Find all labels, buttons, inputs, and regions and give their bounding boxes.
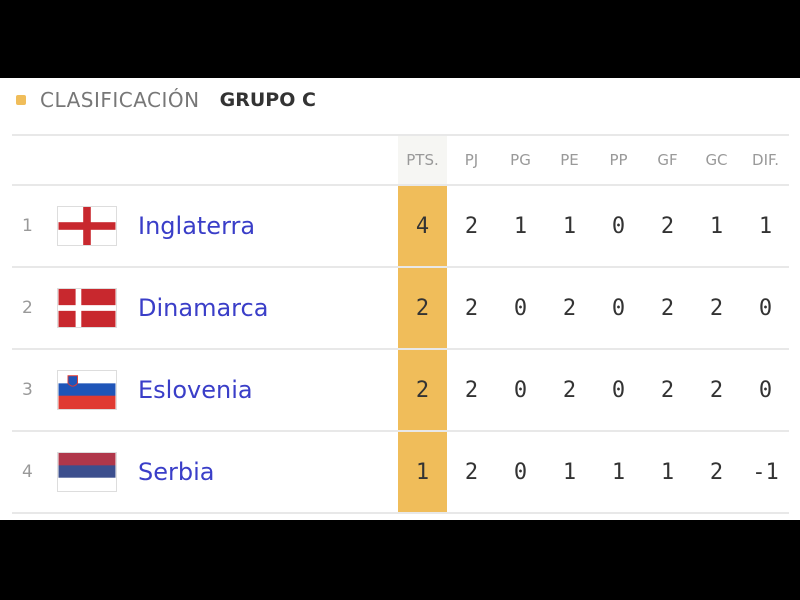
table-row: 1 Inglaterra 4 2 1 1 0 2 1 1 xyxy=(12,184,789,266)
group-label: GRUPO C xyxy=(219,89,316,111)
column-header-dif[interactable]: DIF. xyxy=(752,151,779,169)
column-header-gf[interactable]: GF xyxy=(657,151,678,169)
column-header-pj[interactable]: PJ xyxy=(464,151,479,169)
stat-pts: 2 xyxy=(398,350,447,430)
stat-dif: 1 xyxy=(758,213,773,239)
england-flag-icon xyxy=(57,206,117,246)
stat-gc: 2 xyxy=(709,295,724,321)
team-link[interactable]: Dinamarca xyxy=(138,294,269,322)
position: 2 xyxy=(22,298,33,318)
stat-gf: 2 xyxy=(660,213,675,239)
table-header: PTS. PJ PG PE PP GF GC DIF. xyxy=(12,134,789,184)
table-row: 2 Dinamarca 2 2 0 2 0 2 2 0 xyxy=(12,266,789,348)
stat-gc: 1 xyxy=(709,213,724,239)
stat-pp: 0 xyxy=(611,213,626,239)
stat-pg: 0 xyxy=(513,459,528,485)
title-label: CLASIFICACIÓN xyxy=(40,88,200,112)
stat-pe: 2 xyxy=(562,377,577,403)
stat-pe: 1 xyxy=(562,213,577,239)
stat-gf: 2 xyxy=(660,377,675,403)
stat-pe: 1 xyxy=(562,459,577,485)
stat-pg: 0 xyxy=(513,377,528,403)
stat-pj: 2 xyxy=(464,213,479,239)
stat-dif: -1 xyxy=(752,459,779,485)
standings-table: PTS. PJ PG PE PP GF GC DIF. 1 Inglaterra 4 2 1 1 0 2 1 1… xyxy=(12,134,789,514)
table-row: 4 Serbia 1 2 0 1 1 1 2 -1 xyxy=(12,430,789,514)
position: 3 xyxy=(22,380,33,400)
bullet-icon xyxy=(16,95,26,105)
stat-pg: 0 xyxy=(513,295,528,321)
team-link[interactable]: Serbia xyxy=(138,458,215,486)
stat-dif: 0 xyxy=(758,377,773,403)
stat-gf: 2 xyxy=(660,295,675,321)
team-link[interactable]: Eslovenia xyxy=(138,376,253,404)
slovenia-flag-icon xyxy=(57,370,117,410)
stat-pp: 1 xyxy=(611,459,626,485)
stat-dif: 0 xyxy=(758,295,773,321)
stat-pts: 1 xyxy=(398,432,447,512)
column-header-pg[interactable]: PG xyxy=(510,151,531,169)
stat-pj: 2 xyxy=(464,459,479,485)
table-row: 3 Eslovenia 2 2 0 2 0 2 2 0 xyxy=(12,348,789,430)
stat-pg: 1 xyxy=(513,213,528,239)
stat-gc: 2 xyxy=(709,459,724,485)
column-header-pts[interactable]: PTS. xyxy=(398,136,447,184)
stat-pts: 2 xyxy=(398,268,447,348)
denmark-flag-icon xyxy=(57,288,117,328)
stat-pj: 2 xyxy=(464,295,479,321)
stat-pp: 0 xyxy=(611,377,626,403)
stat-pp: 0 xyxy=(611,295,626,321)
stat-pj: 2 xyxy=(464,377,479,403)
team-link[interactable]: Inglaterra xyxy=(138,212,256,240)
serbia-flag-icon xyxy=(57,452,117,492)
stat-pe: 2 xyxy=(562,295,577,321)
position: 4 xyxy=(22,462,33,482)
stat-gc: 2 xyxy=(709,377,724,403)
column-header-pe[interactable]: PE xyxy=(560,151,579,169)
column-header-gc[interactable]: GC xyxy=(705,151,728,169)
position: 1 xyxy=(22,216,33,236)
stat-pts: 4 xyxy=(398,186,447,266)
column-header-pp[interactable]: PP xyxy=(609,151,628,169)
standings-title: CLASIFICACIÓN GRUPO C xyxy=(16,86,316,114)
stat-gf: 1 xyxy=(660,459,675,485)
